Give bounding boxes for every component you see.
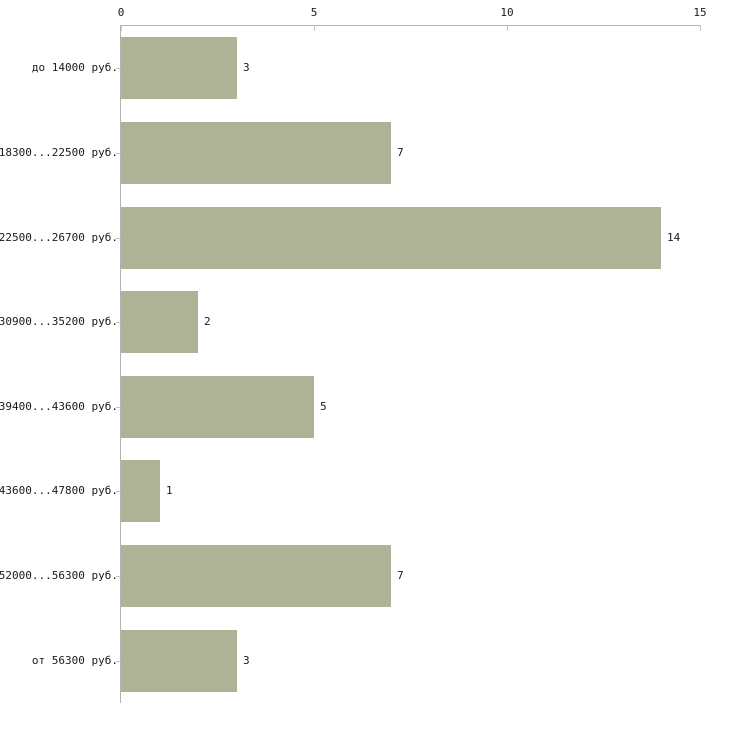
x-tick-label: 10 [500, 6, 514, 19]
category-label: до 14000 руб. [31, 61, 118, 74]
category-label: 30900...35200 руб. [0, 315, 118, 328]
bar[interactable] [121, 460, 160, 522]
bar-value-label: 1 [166, 484, 173, 497]
y-tick-mark [116, 238, 121, 239]
bar[interactable] [121, 37, 237, 99]
bar[interactable] [121, 545, 391, 607]
y-tick-mark [116, 491, 121, 492]
x-axis-line [121, 25, 700, 26]
bar[interactable] [121, 630, 237, 692]
x-tick-label: 5 [310, 6, 318, 19]
bar[interactable] [121, 376, 314, 438]
x-tick-mark [700, 25, 701, 31]
bar-value-label: 7 [397, 569, 404, 582]
category-label: от 56300 руб. [31, 654, 118, 667]
bar-value-label: 7 [397, 146, 404, 159]
y-tick-mark [116, 68, 121, 69]
bar-value-label: 3 [243, 654, 250, 667]
y-tick-mark [116, 661, 121, 662]
category-label: 22500...26700 руб. [0, 231, 118, 244]
x-tick-label: 15 [693, 6, 707, 19]
x-tick-mark [314, 25, 315, 31]
bar[interactable] [121, 122, 391, 184]
category-label: 52000...56300 руб. [0, 569, 118, 582]
bar-value-label: 5 [320, 400, 327, 413]
x-tick-label: 0 [117, 6, 125, 19]
bar[interactable] [121, 207, 661, 269]
y-axis-line [120, 25, 121, 703]
x-tick-mark [121, 25, 122, 31]
y-tick-mark [116, 322, 121, 323]
y-tick-mark [116, 576, 121, 577]
bar[interactable] [121, 291, 198, 353]
bar-value-label: 14 [667, 231, 681, 244]
y-tick-mark [116, 153, 121, 154]
category-label: 18300...22500 руб. [0, 146, 118, 159]
bar-value-label: 2 [204, 315, 211, 328]
category-label: 43600...47800 руб. [0, 484, 118, 497]
x-tick-mark [507, 25, 508, 31]
bar-value-label: 3 [243, 61, 250, 74]
category-label: 39400...43600 руб. [0, 400, 118, 413]
y-tick-mark [116, 407, 121, 408]
